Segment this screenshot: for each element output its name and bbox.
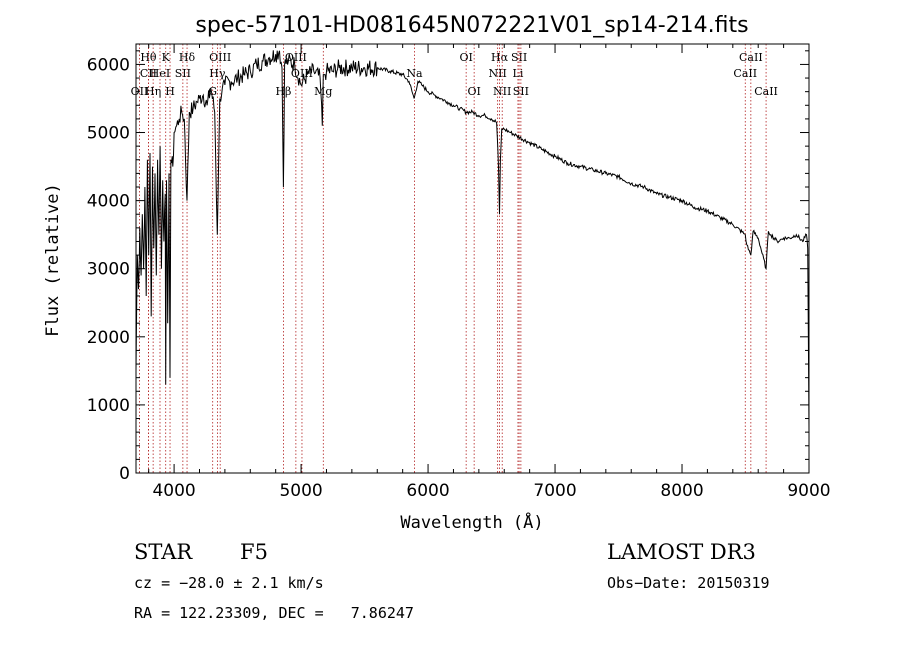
y-tick-label: 3000 xyxy=(87,260,130,280)
spectral-line-label: Hη xyxy=(145,85,161,98)
spectral-line-label: NII xyxy=(488,67,506,80)
spectral-line-label: HeI xyxy=(150,67,170,80)
axis-ticks: 4000 5000 6000 7000 8000 9000 0 1000 2000 3000 400… xyxy=(87,44,831,501)
x-tick-label: 5000 xyxy=(279,481,322,501)
spectral-line-label: SII xyxy=(513,85,529,98)
spectrum-chart: spec-57101-HD081645N072221V01_sp14-214.f… xyxy=(43,13,831,533)
spectral-line-label: OI xyxy=(467,85,480,98)
x-tick-label: 8000 xyxy=(660,481,703,501)
x-axis-label: Wavelength (Å) xyxy=(400,511,543,533)
x-tick-label: 9000 xyxy=(787,481,830,501)
x-tick-label: 7000 xyxy=(533,481,576,501)
y-tick-label: 4000 xyxy=(87,192,130,212)
redshift-velocity: cz = −28.0 ± 2.1 km/s xyxy=(134,574,324,592)
spectral-line-label: H xyxy=(165,85,175,98)
spectral-line-label: CaII xyxy=(739,51,763,64)
object-subclass: F5 xyxy=(240,540,268,564)
spectral-line-label: Na xyxy=(406,67,423,80)
spectral-line-label: CaII xyxy=(754,85,778,98)
spectrum-series xyxy=(135,50,810,433)
spectral-line-label: K xyxy=(162,51,171,64)
y-tick-label: 0 xyxy=(119,464,130,484)
y-tick-label: 1000 xyxy=(87,396,130,416)
spectral-line-label: NII xyxy=(493,85,511,98)
spectral-line-label: OI xyxy=(459,51,472,64)
spectral-line-label: SII xyxy=(511,51,527,64)
spectral-line-label: CaII xyxy=(733,67,757,80)
spectral-line-label: OIII xyxy=(209,51,231,64)
spectral-line-label: OIII xyxy=(285,51,307,64)
spectral-line-label: Hδ xyxy=(179,51,196,64)
coordinates: RA = 122.23309, DEC = 7.86247 xyxy=(134,604,414,622)
y-tick-label: 2000 xyxy=(87,328,130,348)
spectral-line-label: Hθ xyxy=(140,51,157,64)
y-tick-label: 5000 xyxy=(87,124,130,144)
survey-name: LAMOST DR3 xyxy=(607,540,756,564)
x-tick-label: 6000 xyxy=(406,481,449,501)
spectral-line-label: SII xyxy=(175,67,191,80)
spectral-line-label: Li xyxy=(513,67,524,80)
x-tick-label: 4000 xyxy=(152,481,195,501)
y-axis-label: Flux (relative) xyxy=(43,183,63,337)
spectral-line-label: G xyxy=(208,85,217,98)
spectral-line-label: CII xyxy=(140,67,157,80)
spectral-line-label: Hγ xyxy=(209,67,226,80)
spectrum-line xyxy=(135,50,810,433)
observation-date: Obs−Date: 20150319 xyxy=(607,574,770,592)
object-class: STAR xyxy=(134,540,193,564)
y-tick-label: 6000 xyxy=(87,55,130,75)
chart-title: spec-57101-HD081645N072221V01_sp14-214.f… xyxy=(195,13,748,38)
spectral-line-label: Hα xyxy=(491,51,509,64)
spectral-line-label: Hβ xyxy=(275,85,291,98)
plot-frame xyxy=(135,43,810,474)
